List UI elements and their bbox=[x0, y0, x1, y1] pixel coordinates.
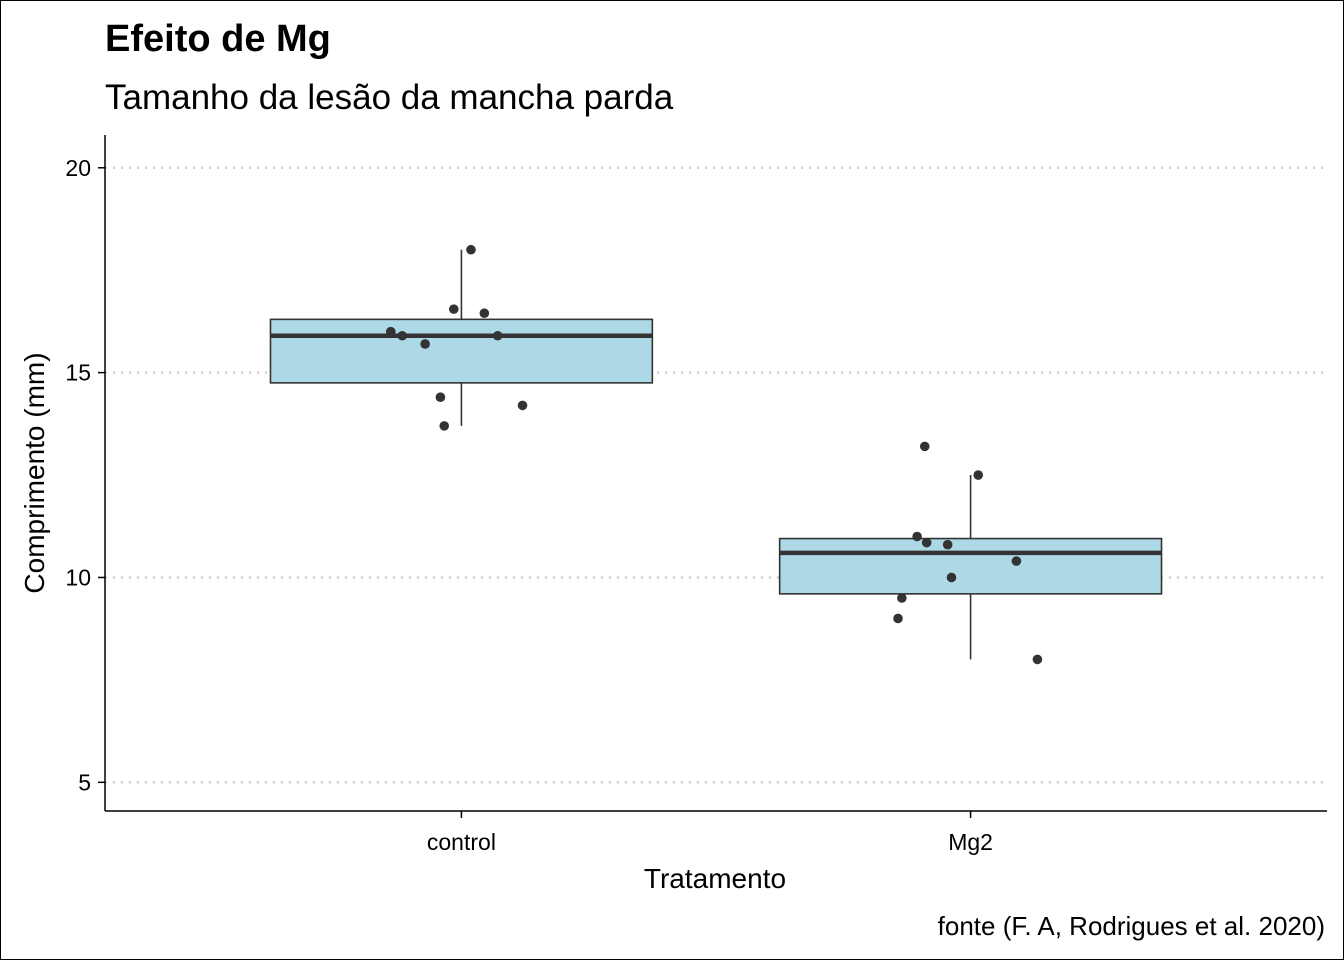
data-point bbox=[397, 330, 408, 341]
y-axis-title: Comprimento (mm) bbox=[19, 352, 50, 593]
data-point bbox=[1032, 654, 1043, 665]
data-point bbox=[919, 441, 930, 452]
box-iqr bbox=[269, 318, 654, 384]
data-point bbox=[466, 244, 476, 255]
data-point bbox=[942, 539, 953, 550]
chart-title: Efeito de Mg bbox=[105, 18, 331, 60]
gridlines bbox=[105, 166, 1327, 784]
data-point bbox=[448, 304, 459, 314]
x-tick-label: Mg2 bbox=[948, 829, 993, 855]
y-tick-label: 15 bbox=[65, 360, 91, 386]
data-points bbox=[385, 244, 1043, 665]
data-point bbox=[973, 470, 984, 480]
data-point bbox=[385, 326, 396, 337]
data-point bbox=[492, 330, 503, 341]
data-point bbox=[921, 537, 932, 548]
axes: 5 10 15 20 control Mg2 bbox=[65, 135, 1327, 855]
chart-caption: fonte (F. A, Rodrigues et al. 2020) bbox=[938, 911, 1325, 941]
y-tick-label: 20 bbox=[65, 155, 91, 181]
data-point bbox=[897, 593, 907, 603]
boxes bbox=[269, 249, 1163, 660]
data-point bbox=[893, 613, 903, 624]
data-point bbox=[912, 531, 922, 542]
data-point bbox=[479, 308, 490, 319]
data-point bbox=[946, 572, 957, 583]
data-point bbox=[435, 392, 446, 403]
data-point bbox=[1011, 556, 1022, 566]
data-point bbox=[517, 400, 528, 411]
box-iqr bbox=[778, 537, 1163, 595]
data-point bbox=[420, 339, 430, 349]
x-axis-title: Tratamento bbox=[644, 863, 786, 894]
y-tick-label: 5 bbox=[78, 769, 91, 795]
y-tick-label: 10 bbox=[65, 564, 91, 590]
chart-subtitle: Tamanho da lesão da mancha parda bbox=[105, 78, 674, 117]
x-tick-label: control bbox=[427, 829, 496, 855]
data-point bbox=[439, 421, 450, 431]
